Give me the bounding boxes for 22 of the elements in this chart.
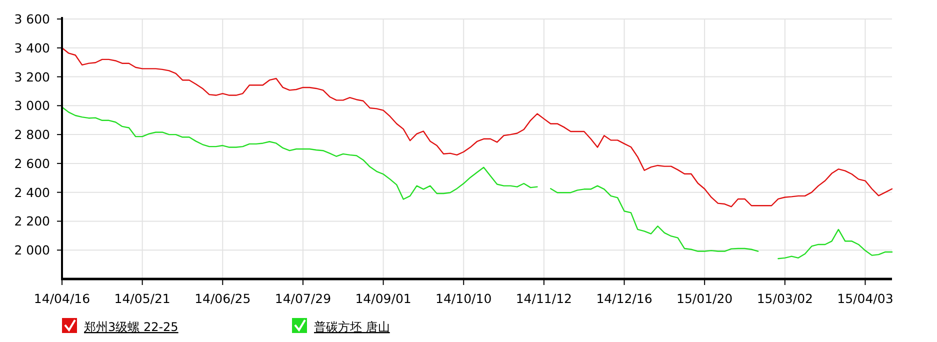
x-tick-label: 15/01/20 xyxy=(676,291,733,306)
x-tick-label: 14/11/12 xyxy=(516,291,572,306)
x-tick-label: 14/10/10 xyxy=(436,291,492,306)
y-tick-label: 2 600 xyxy=(14,156,50,171)
y-tick-label: 3 000 xyxy=(14,98,50,114)
y-tick-label: 2 200 xyxy=(14,214,50,229)
y-tick-label: 3 400 xyxy=(14,40,50,56)
y-tick-label: 3 200 xyxy=(14,69,50,84)
x-tick-label: 14/12/16 xyxy=(596,291,652,306)
x-tick-label: 15/04/03 xyxy=(837,291,894,306)
legend-label: 郑州3级螺 22-25 xyxy=(84,320,178,334)
x-tick-label: 14/04/16 xyxy=(34,291,90,306)
y-tick-label: 2 400 xyxy=(14,184,50,200)
x-tick-label: 14/07/29 xyxy=(274,291,332,306)
legend-label: 普碳方坯 唐山 xyxy=(314,320,390,334)
x-tick-label: 15/03/02 xyxy=(756,291,813,306)
x-tick-label: 14/06/25 xyxy=(194,291,251,306)
x-tick-label: 14/05/21 xyxy=(114,291,170,306)
y-tick-label: 2 000 xyxy=(14,242,50,258)
x-tick-label: 14/09/01 xyxy=(355,291,412,306)
y-tick-label: 3 600 xyxy=(14,12,50,26)
y-tick-label: 2 800 xyxy=(14,127,50,142)
